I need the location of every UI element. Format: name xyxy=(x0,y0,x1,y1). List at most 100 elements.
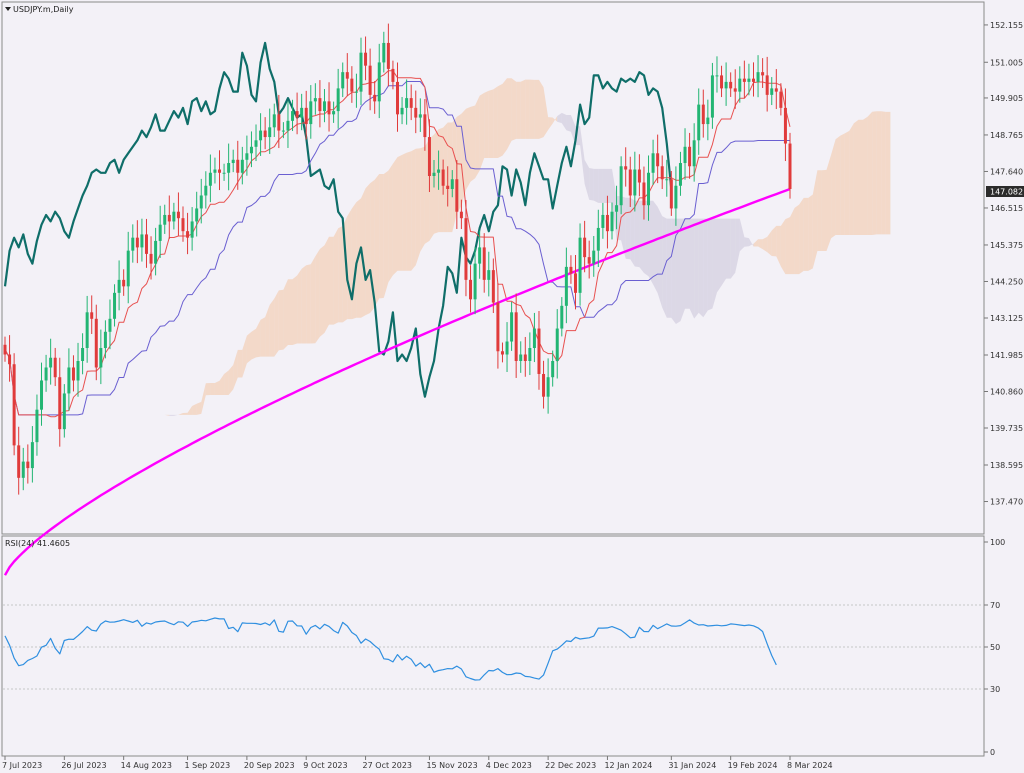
candle-body xyxy=(706,117,710,125)
cloud-segment xyxy=(183,412,188,415)
candle-body xyxy=(519,354,523,361)
moving-average-line xyxy=(3,187,791,576)
price-tick-label: 139.735 xyxy=(990,424,1023,433)
candle-body xyxy=(35,409,39,443)
candle-body xyxy=(81,348,85,361)
cloud-segment xyxy=(246,331,252,364)
cloud-segment xyxy=(758,239,763,250)
candle-body xyxy=(761,72,765,76)
candle-body xyxy=(615,205,619,212)
cloud-segment xyxy=(844,130,850,235)
candle-body xyxy=(26,461,30,469)
candle-body xyxy=(30,442,34,469)
cloud-segment xyxy=(434,129,439,234)
candle-body xyxy=(624,166,628,170)
candle-body xyxy=(532,328,536,349)
ichimoku-cloud xyxy=(123,78,891,416)
candle-body xyxy=(770,88,774,95)
cloud-segment xyxy=(881,111,886,235)
dropdown-triangle-icon[interactable] xyxy=(5,7,11,11)
candle-body xyxy=(254,140,258,147)
cloud-segment xyxy=(552,116,558,124)
candle-body xyxy=(341,72,345,89)
cloud-segment xyxy=(452,116,457,233)
candle-body xyxy=(701,104,705,125)
cloud-segment xyxy=(228,365,234,395)
cloud-segment xyxy=(539,79,544,139)
candle-body xyxy=(564,266,568,306)
candle-body xyxy=(249,146,253,154)
cloud-segment xyxy=(507,78,512,150)
candle-body xyxy=(647,172,651,206)
candle-body xyxy=(158,224,162,241)
candle-body xyxy=(364,52,368,66)
cloud-segment xyxy=(863,116,868,235)
candle-body xyxy=(523,354,527,361)
candle-body xyxy=(313,98,317,102)
cloud-segment xyxy=(867,111,873,235)
candle-body xyxy=(3,344,7,355)
cloud-segment xyxy=(826,154,832,251)
cloud-segment xyxy=(388,163,393,283)
candle-body xyxy=(140,234,144,248)
cloud-segment xyxy=(306,264,311,344)
cloud-segment xyxy=(411,148,416,271)
candle-body xyxy=(386,42,390,69)
rsi-axis: 100 70 50 30 0 xyxy=(984,538,1005,757)
candle-body xyxy=(272,114,276,128)
cloud-segment xyxy=(214,380,220,395)
candle-body xyxy=(40,380,44,410)
cloud-segment xyxy=(269,298,275,357)
time-axis: 7 Jul 2023 26 Jul 2023 14 Aug 2023 1 Sep 20… xyxy=(2,756,833,770)
cloud-segment xyxy=(292,275,298,345)
candle-body xyxy=(277,114,281,131)
candle-body xyxy=(17,445,21,478)
cloud-segment xyxy=(561,112,567,131)
candle-body xyxy=(747,78,751,82)
cloud-segment xyxy=(730,218,736,279)
candle-body xyxy=(710,75,714,118)
candle-body xyxy=(446,185,450,189)
cloud-segment xyxy=(748,238,754,247)
candle-body xyxy=(783,107,787,144)
candle-body xyxy=(432,172,436,177)
candle-body xyxy=(126,250,130,287)
cloud-segment xyxy=(534,79,539,139)
cloud-segment xyxy=(812,170,818,269)
candle-body xyxy=(487,270,491,280)
candle-body xyxy=(245,153,249,160)
candle-body xyxy=(373,94,377,102)
cloud-segment xyxy=(502,78,507,156)
cloud-segment xyxy=(196,401,202,415)
candle-body xyxy=(569,266,573,274)
cloud-segment xyxy=(438,127,444,233)
candle-body xyxy=(154,240,158,264)
candle-body xyxy=(733,88,737,92)
cloud-segment xyxy=(744,237,749,247)
cloud-segment xyxy=(771,225,777,257)
cloud-segment xyxy=(329,236,334,325)
candle-body xyxy=(85,312,89,349)
cloud-segment xyxy=(301,265,307,344)
cloud-segment xyxy=(666,218,672,318)
cloud-segment xyxy=(726,218,731,279)
candle-body xyxy=(651,153,655,173)
candle-body xyxy=(213,169,217,173)
cloud-segment xyxy=(694,218,699,319)
candle-body xyxy=(542,373,546,397)
cloud-segment xyxy=(780,219,786,275)
candle-body xyxy=(409,98,413,108)
candle-body xyxy=(405,98,409,108)
candle-body xyxy=(400,107,404,115)
cloud-segment xyxy=(653,200,658,293)
cloud-segment xyxy=(717,218,722,293)
cloud-segment xyxy=(876,111,882,235)
cloud-segment xyxy=(753,239,759,247)
candle-body xyxy=(756,72,760,82)
candle-body xyxy=(418,114,422,118)
candles xyxy=(3,23,792,495)
cloud-segment xyxy=(397,154,403,271)
cloud-segment xyxy=(338,226,343,323)
candle-body xyxy=(190,221,194,238)
candle-body xyxy=(637,169,641,183)
